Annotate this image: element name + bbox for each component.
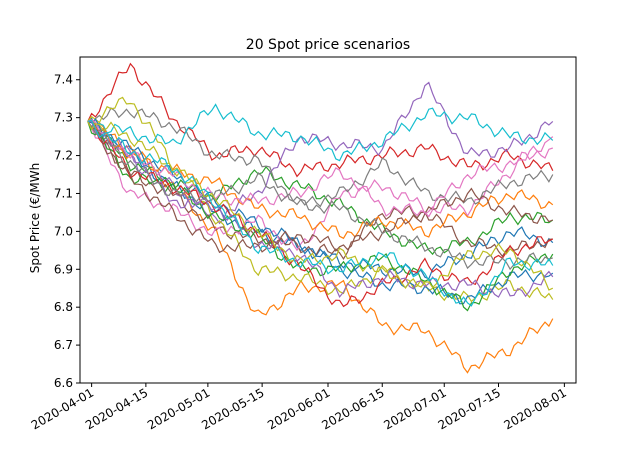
plot-frame — [79, 56, 577, 384]
y-tick-label: 7.1 — [54, 186, 73, 200]
y-tick-label: 7.3 — [54, 111, 73, 125]
series-line-6 — [87, 120, 553, 261]
y-tick-label: 6.8 — [54, 300, 73, 314]
y-tick-label: 6.6 — [54, 376, 73, 390]
series-line-19 — [87, 121, 554, 291]
series-line-10 — [87, 103, 554, 162]
y-axis-label: Spot Price (€/MWh — [28, 163, 42, 273]
series-layer — [87, 62, 554, 374]
series-line-14 — [87, 121, 554, 308]
x-tick-label: 2020-08-01 — [501, 385, 568, 432]
series-line-20 — [87, 119, 554, 307]
series-line-16 — [87, 121, 554, 254]
chart-title: 20 Spot price scenarios — [246, 37, 410, 53]
series-line-17 — [87, 119, 553, 218]
series-line-2 — [87, 121, 554, 374]
series-line-8 — [87, 107, 554, 208]
y-tick-label: 7.2 — [54, 149, 73, 163]
y-tick-label: 7.4 — [54, 73, 73, 87]
y-tick-label: 6.9 — [54, 262, 73, 276]
x-axis: 2020-04-012020-04-152020-05-012020-05-15… — [29, 383, 569, 432]
series-line-4 — [87, 62, 554, 178]
y-axis: 6.6 6.7 6.8 6.9 7.0 7.1 7.2 7.3 7.4 — [54, 73, 80, 390]
series-line-15 — [87, 120, 554, 299]
y-tick-label: 6.7 — [54, 338, 73, 352]
series-line-13 — [87, 121, 554, 312]
y-tick-label: 7.0 — [54, 224, 73, 238]
